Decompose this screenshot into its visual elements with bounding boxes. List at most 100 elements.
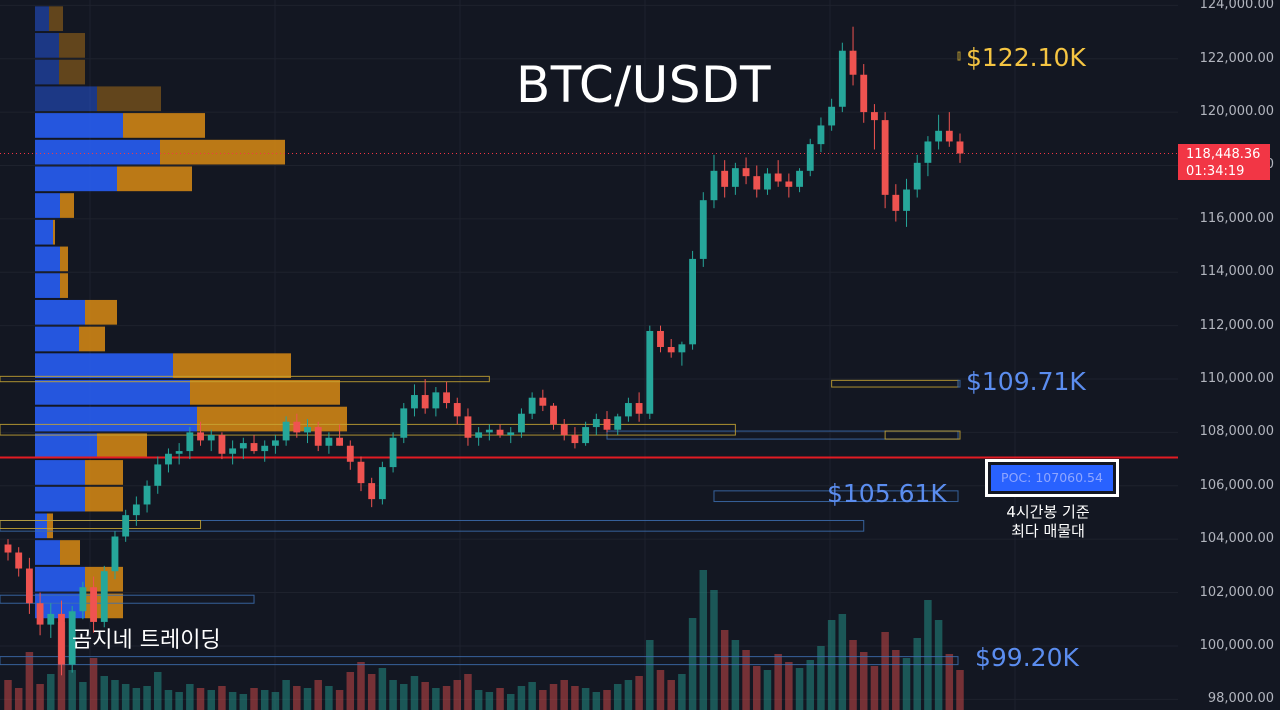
- volume-profile-buy-bar: [35, 380, 190, 405]
- candle-body: [721, 170, 729, 187]
- candle-body: [614, 416, 622, 430]
- volume-bar: [36, 684, 44, 710]
- volume-profile-sell-bar: [60, 540, 80, 565]
- candle-body: [828, 106, 836, 126]
- watermark-text: 곰지네 트레이딩: [72, 628, 221, 653]
- volume-profile-sell-bar: [197, 406, 347, 432]
- current-price-tag: 118,448.36 01:34:19: [1178, 144, 1270, 180]
- volume-profile-buy-bar: [35, 6, 49, 32]
- volume-bar: [913, 638, 921, 710]
- candle-body: [785, 181, 793, 187]
- volume-bar: [646, 640, 654, 710]
- volume-bar: [624, 680, 633, 710]
- volume-bar: [464, 674, 472, 710]
- candle-body: [453, 403, 461, 417]
- candle-body: [528, 397, 536, 414]
- level-label-122k: $122.10K: [966, 43, 1086, 72]
- level-label-109k: $109.71K: [966, 367, 1086, 396]
- candle-body: [122, 515, 130, 537]
- candle-body: [143, 485, 151, 505]
- volume-profile-buy-bar: [35, 540, 60, 565]
- level-zone: [957, 51, 961, 61]
- level-label-99k: $99.20K: [975, 643, 1079, 672]
- volume-bar: [902, 658, 911, 710]
- volume-bar: [421, 682, 429, 710]
- volume-profile-sell-bar: [60, 246, 68, 272]
- candle-body: [742, 168, 750, 177]
- candle-body: [47, 613, 55, 625]
- candle-body: [838, 50, 846, 107]
- price-tick-label: 120,000.00: [1199, 104, 1274, 120]
- volume-profile-sell-bar: [49, 6, 63, 32]
- candle-body: [293, 421, 301, 433]
- candle-body: [175, 451, 183, 454]
- candle-body: [571, 435, 579, 444]
- candle-body: [945, 130, 953, 142]
- candle-body: [58, 613, 65, 665]
- volume-bar: [924, 600, 932, 710]
- volume-profile-sell-bar: [53, 219, 55, 245]
- candle-countdown: 01:34:19: [1186, 164, 1245, 179]
- chart-grid: [0, 0, 1178, 710]
- volume-bar: [303, 688, 312, 710]
- volume-bar: [14, 688, 23, 710]
- candle-body: [250, 443, 258, 452]
- candle-body: [646, 330, 654, 414]
- volume-bar: [945, 654, 954, 710]
- level-zone: [957, 379, 961, 388]
- volume-profile-sell-bar: [97, 433, 147, 459]
- volume-bar: [260, 690, 269, 710]
- volume-bar: [357, 662, 365, 710]
- candle-body: [186, 432, 194, 452]
- volume-bar: [881, 632, 889, 710]
- volume-bar: [325, 686, 333, 710]
- volume-bar: [293, 686, 301, 710]
- level-label-105k: $105.61K: [827, 479, 947, 508]
- volume-profile-buy-bar: [35, 139, 160, 165]
- candle-body: [817, 125, 825, 145]
- volume-bar: [849, 640, 857, 710]
- poc-note-line2: 최다 매물대: [1011, 522, 1085, 540]
- volume-profile-sell-bar: [60, 273, 68, 298]
- level-zone: [831, 379, 959, 388]
- volume-bar: [389, 680, 397, 710]
- candle-body: [389, 437, 397, 468]
- candle-body: [892, 194, 900, 211]
- volume-profile-buy-bar: [35, 246, 60, 272]
- candle-body: [229, 448, 237, 454]
- volume-bar: [539, 690, 547, 710]
- volume-profile-buy-bar: [35, 299, 85, 325]
- volume-profile-buy-bar: [35, 166, 117, 192]
- volume-profile-sell-bar: [173, 353, 291, 379]
- level-zone: [0, 519, 202, 529]
- volume-bar: [635, 676, 643, 710]
- price-tick-label: 98,000.00: [1207, 691, 1274, 707]
- candle-body: [657, 330, 664, 347]
- volume-profile-buy-bar: [35, 33, 59, 58]
- volume-bar: [763, 670, 772, 710]
- volume-bar: [271, 692, 280, 710]
- candle-body: [560, 424, 568, 436]
- volume-profile-sell-bar: [85, 299, 117, 325]
- price-tick-label: 100,000.00: [1199, 637, 1274, 653]
- level-zone: [713, 490, 959, 503]
- candle-body: [15, 552, 23, 569]
- candle-body: [239, 443, 247, 449]
- volume-bar: [859, 652, 868, 710]
- candle-body: [635, 403, 643, 414]
- volume-bar: [111, 680, 119, 710]
- candle-body: [774, 173, 782, 182]
- candle-body: [304, 427, 311, 433]
- candle-body: [154, 464, 162, 486]
- poc-label: POC: 107060.54: [991, 465, 1113, 491]
- volume-profile: [35, 6, 347, 619]
- level-zones: [0, 51, 961, 666]
- candle-body: [924, 141, 932, 163]
- candle-body: [689, 258, 697, 345]
- volume-profile-sell-bar: [60, 193, 74, 218]
- candle-body: [806, 144, 814, 171]
- volume-bar: [175, 692, 183, 710]
- candle-body: [550, 405, 557, 425]
- volume-bar: [432, 688, 440, 710]
